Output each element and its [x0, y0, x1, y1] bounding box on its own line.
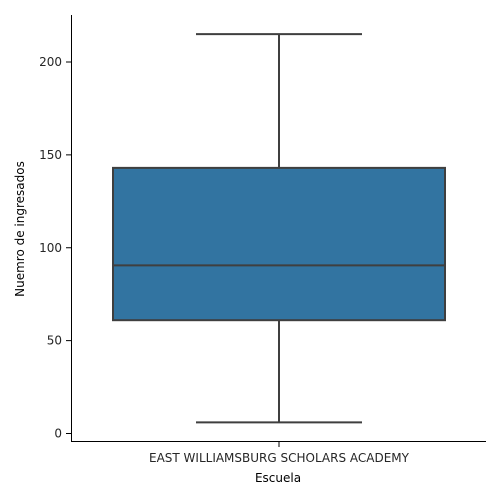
y-tick-label: 100 [39, 241, 62, 255]
x-axis-label: Escuela [255, 471, 301, 485]
y-tick-label: 150 [39, 148, 62, 162]
x-tick-label: EAST WILLIAMSBURG SCHOLARS ACADEMY [149, 451, 410, 465]
y-tick-label: 50 [47, 334, 62, 348]
y-tick-label: 0 [54, 427, 62, 441]
x-axis-ticks: EAST WILLIAMSBURG SCHOLARS ACADEMY [149, 442, 410, 465]
y-axis-label: Nuemro de ingresados [13, 161, 27, 297]
box-layer [112, 33, 446, 424]
box-iqr [112, 166, 446, 322]
y-axis-ticks: 0 50 100 150 200 [39, 55, 71, 441]
y-tick-label: 200 [39, 55, 62, 69]
